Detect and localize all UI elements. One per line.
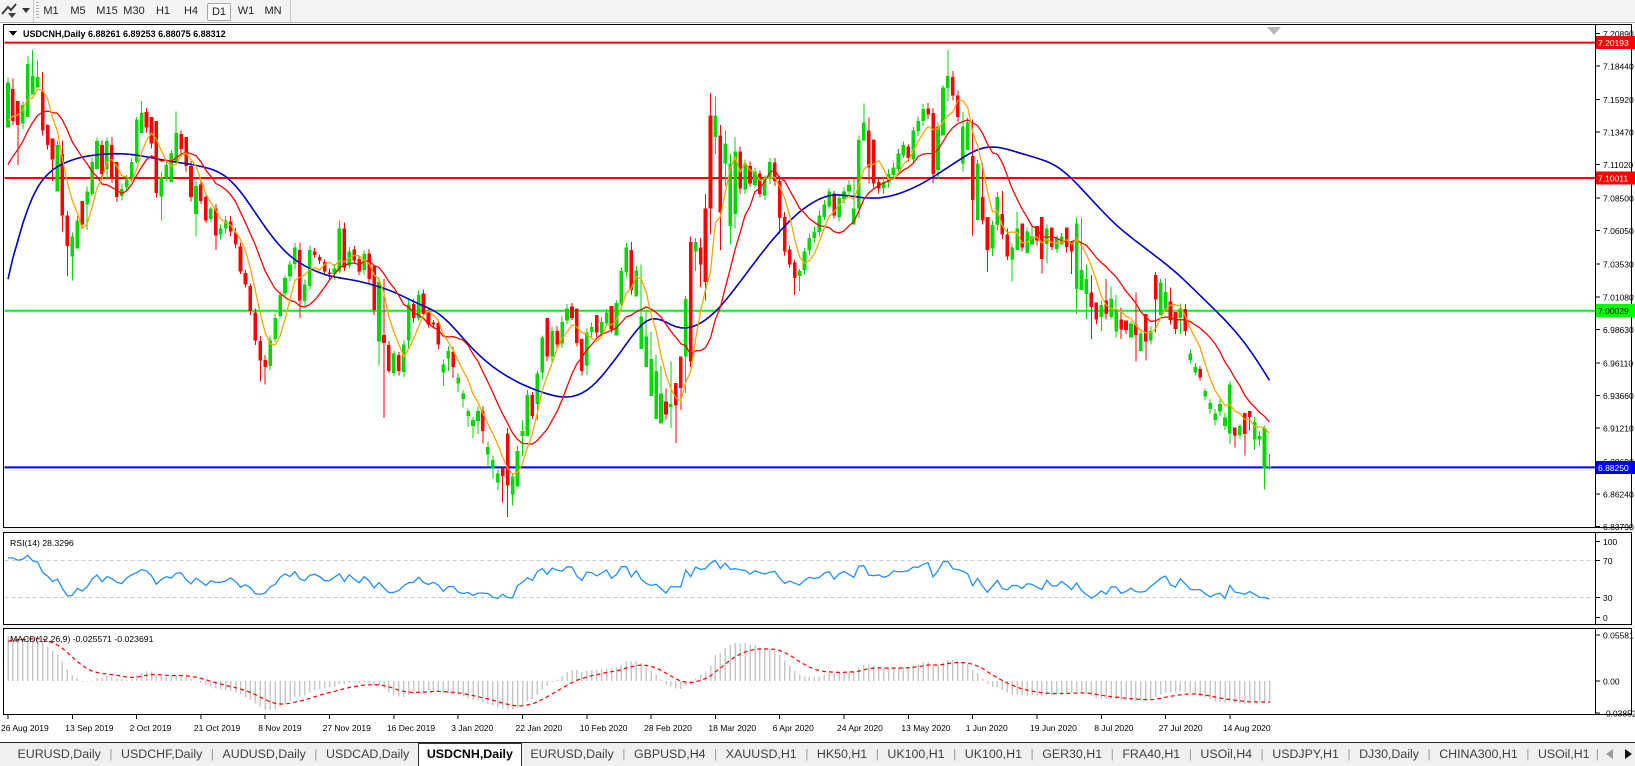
svg-text:28 Feb 2020: 28 Feb 2020: [644, 723, 692, 733]
svg-text:7.13470: 7.13470: [1603, 128, 1634, 138]
svg-text:18 Mar 2020: 18 Mar 2020: [708, 723, 756, 733]
svg-text:13 May 2020: 13 May 2020: [901, 723, 950, 733]
svg-text:10 Feb 2020: 10 Feb 2020: [580, 723, 628, 733]
svg-text:RSI(14) 28.3296: RSI(14) 28.3296: [10, 538, 74, 548]
svg-text:7.00029: 7.00029: [1598, 306, 1629, 316]
svg-text:1 Jun 2020: 1 Jun 2020: [966, 723, 1008, 733]
svg-text:22 Jan 2020: 22 Jan 2020: [516, 723, 563, 733]
svg-text:-0.03852: -0.03852: [1603, 708, 1635, 718]
svg-text:2 Oct 2019: 2 Oct 2019: [130, 723, 172, 733]
svg-text:3 Jan 2020: 3 Jan 2020: [451, 723, 493, 733]
svg-text:7.06050: 7.06050: [1603, 226, 1634, 236]
svg-text:0.00: 0.00: [1603, 677, 1620, 687]
svg-text:7.11020: 7.11020: [1603, 160, 1633, 170]
svg-text:19 Jun 2020: 19 Jun 2020: [1030, 723, 1077, 733]
svg-text:7.08500: 7.08500: [1603, 194, 1634, 204]
svg-text:16 Dec 2019: 16 Dec 2019: [387, 723, 435, 733]
svg-text:24 Apr 2020: 24 Apr 2020: [837, 723, 883, 733]
svg-text:6.96110: 6.96110: [1603, 358, 1633, 368]
svg-text:7.18440: 7.18440: [1603, 61, 1634, 71]
svg-text:100: 100: [1603, 537, 1617, 547]
svg-text:7.20890: 7.20890: [1603, 29, 1634, 39]
svg-text:30: 30: [1603, 593, 1613, 603]
svg-text:6.98630: 6.98630: [1603, 325, 1634, 335]
svg-text:7.15920: 7.15920: [1603, 95, 1634, 105]
svg-text:6.83790: 6.83790: [1603, 522, 1634, 532]
svg-text:7.10011: 7.10011: [1598, 174, 1628, 184]
svg-text:8 Nov 2019: 8 Nov 2019: [258, 723, 302, 733]
svg-text:27 Jul 2020: 27 Jul 2020: [1159, 723, 1203, 733]
svg-text:7.20193: 7.20193: [1598, 38, 1629, 48]
svg-text:70: 70: [1603, 556, 1613, 566]
svg-text:8 Jul 2020: 8 Jul 2020: [1094, 723, 1133, 733]
svg-text:0.05581: 0.05581: [1603, 630, 1634, 640]
svg-text:13 Sep 2019: 13 Sep 2019: [65, 723, 113, 733]
svg-text:14 Aug 2020: 14 Aug 2020: [1223, 723, 1271, 733]
svg-text:7.03530: 7.03530: [1603, 260, 1634, 270]
svg-text:21 Oct 2019: 21 Oct 2019: [194, 723, 241, 733]
svg-text:6.88250: 6.88250: [1598, 463, 1629, 473]
svg-text:USDCNH,Daily 6.88261 6.89253: USDCNH,Daily 6.88261 6.89253 6.88075 6.8…: [23, 29, 226, 39]
svg-text:27 Nov 2019: 27 Nov 2019: [323, 723, 371, 733]
svg-text:7.01080: 7.01080: [1603, 292, 1634, 302]
svg-text:6.91210: 6.91210: [1603, 424, 1634, 434]
svg-text:0: 0: [1603, 613, 1608, 623]
svg-text:6 Apr 2020: 6 Apr 2020: [773, 723, 814, 733]
svg-text:6.86240: 6.86240: [1603, 490, 1634, 500]
svg-text:6.93660: 6.93660: [1603, 391, 1634, 401]
svg-text:26 Aug 2019: 26 Aug 2019: [1, 723, 49, 733]
svg-text:MACD(12,26,9) -0.025571 -0.023: MACD(12,26,9) -0.025571 -0.023691: [10, 634, 154, 644]
